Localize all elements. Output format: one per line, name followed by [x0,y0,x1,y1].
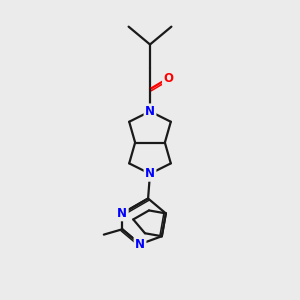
Text: N: N [145,105,155,118]
Text: N: N [135,238,145,251]
Text: N: N [145,167,155,180]
Text: N: N [117,207,127,220]
Text: O: O [164,72,173,85]
